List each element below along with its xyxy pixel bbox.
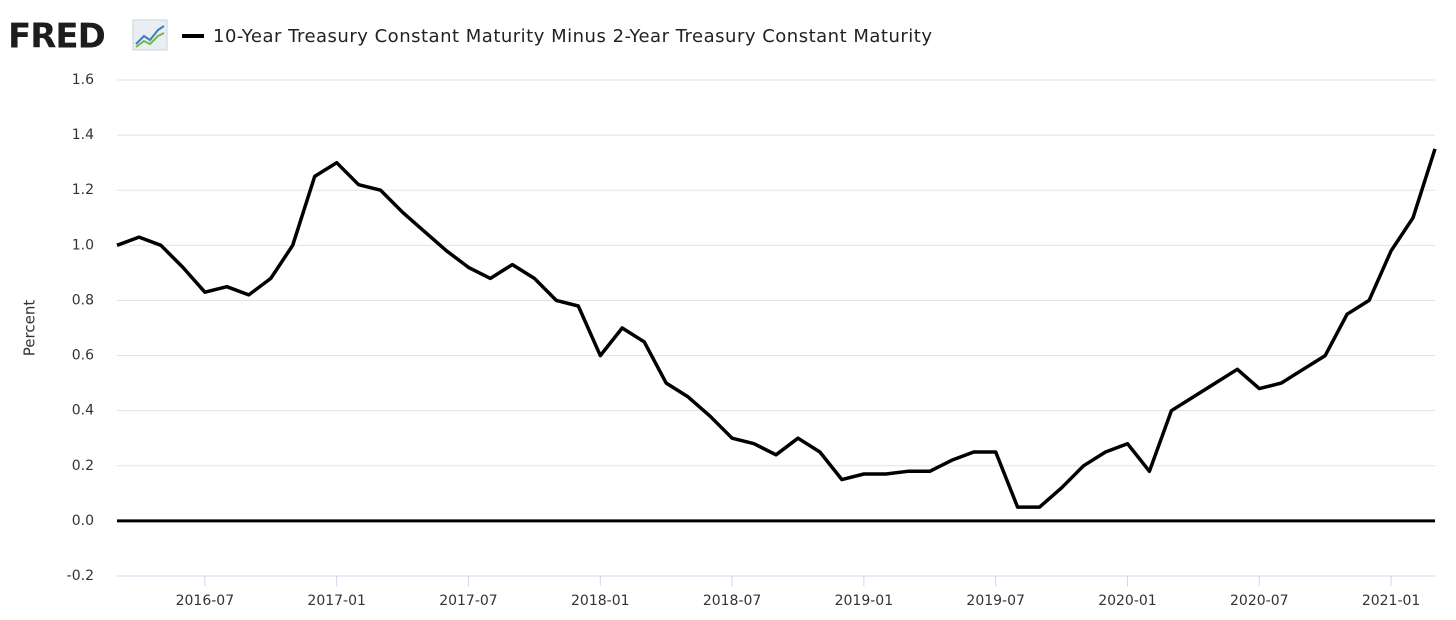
- brand-logo: FRED: [8, 17, 105, 57]
- y-tick-label: 0.6: [72, 348, 94, 364]
- y-tick-label: 1.0: [72, 237, 94, 253]
- x-tick-label: 2016-07: [176, 593, 235, 609]
- y-axis-label: Percent: [21, 300, 39, 357]
- y-tick-label: 0.0: [72, 513, 94, 529]
- x-tick-label: 2021-01: [1362, 593, 1421, 609]
- y-tick-label: 1.6: [72, 72, 94, 88]
- legend-label: 10-Year Treasury Constant Maturity Minus…: [213, 26, 933, 47]
- x-tick-label: 2020-01: [1098, 593, 1157, 609]
- x-tick-label: 2020-07: [1230, 593, 1289, 609]
- y-tick-label: 0.2: [72, 458, 94, 474]
- y-tick-label: 0.8: [72, 292, 94, 308]
- x-tick-label: 2018-07: [703, 593, 762, 609]
- x-tick-label: 2019-01: [835, 593, 894, 609]
- x-tick-label: 2017-01: [307, 593, 366, 609]
- x-tick-label: 2018-01: [571, 593, 630, 609]
- data-line: [116, 148, 1437, 509]
- y-tick-label: -0.2: [67, 568, 94, 584]
- logo-icon: [132, 19, 168, 51]
- y-tick-label: 0.4: [72, 403, 94, 419]
- x-tick-label: 2019-07: [966, 593, 1025, 609]
- y-tick-label: 1.2: [72, 182, 94, 198]
- x-tick-label: 2017-07: [439, 593, 498, 609]
- y-tick-label: 1.4: [72, 127, 94, 143]
